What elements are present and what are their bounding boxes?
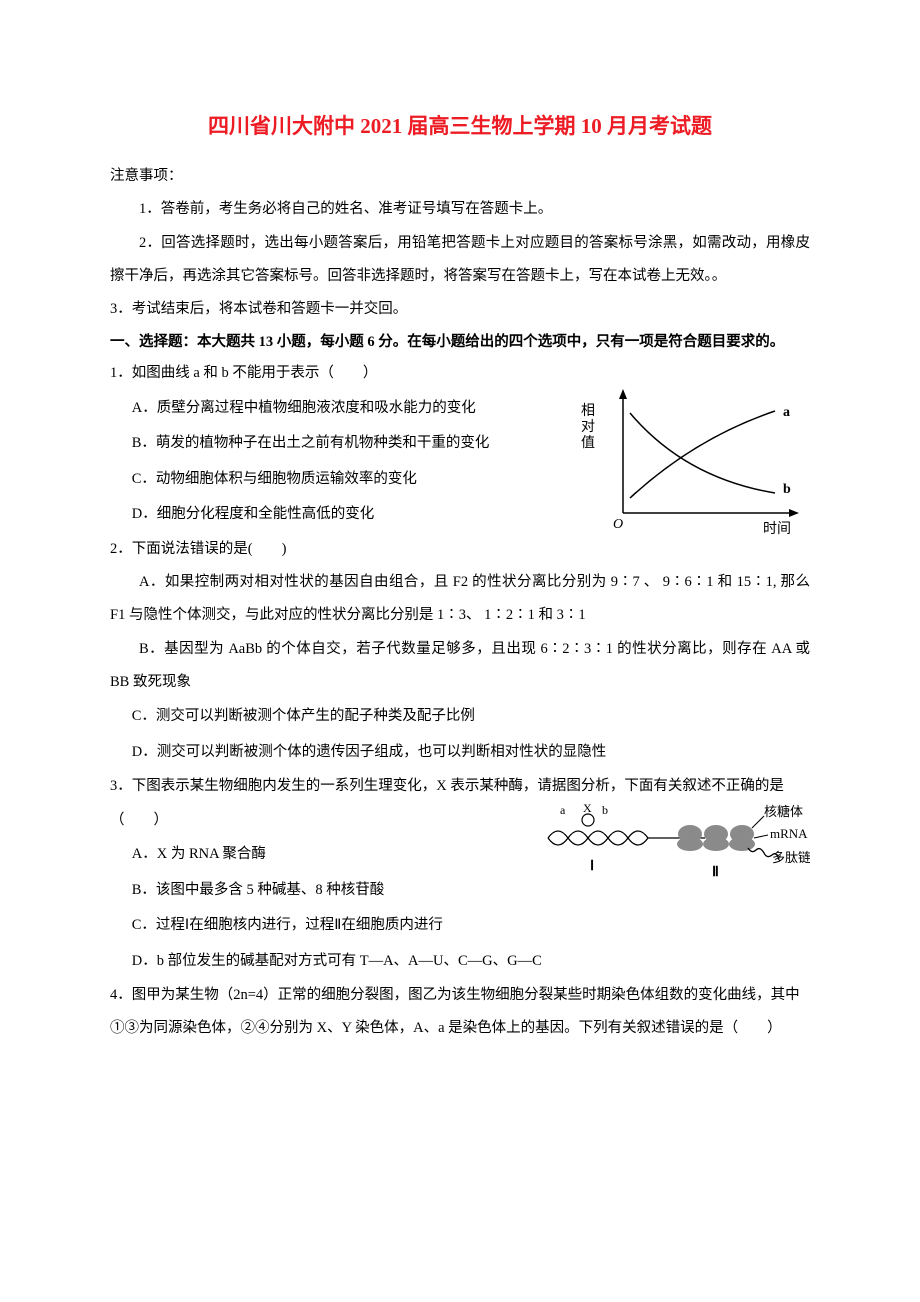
section-1-heading: 一、选择题：本大题共 13 小题，每小题 6 分。在每小题给出的四个选项中，只有… (110, 327, 810, 357)
q3-label-mrna: mRNA (770, 826, 808, 841)
q2-opt-b: B．基因型为 AaBb 的个体自交，若子代数量足够多，且出现 6∶2∶3∶1 的… (110, 633, 810, 700)
q1-ylabel-2: 对 (581, 419, 595, 435)
page-title: 四川省川大附中 2021 届高三生物上学期 10 月月考试题 (110, 110, 810, 140)
notice-heading: 注意事项： (110, 160, 810, 193)
q3-opt-d: D．b 部位发生的碱基配对方式可有 T―A、A―U、C―G、G―C (110, 944, 810, 980)
q2-opt-c: C．测交可以判断被测个体产生的配子种类及配子比例 (110, 699, 810, 735)
question-1: 相 对 值 a b O 时间 1．如图曲线 a 和 b 不能用于表示（ ） A．… (110, 357, 810, 532)
question-3: a X b 核糖体 mRNA 多肽链 (110, 770, 810, 979)
q1-series-a: a (783, 405, 790, 420)
q3-label-poly: 多肽链 (772, 850, 810, 865)
q3-label-ii: Ⅱ (712, 865, 719, 880)
notice-1: 1．答卷前，考生务必将自己的姓名、准考证号填写在答题卡上。 (110, 193, 810, 226)
q2-opt-d: D．测交可以判断被测个体的遗传因子组成，也可以判断相对性状的显隐性 (110, 735, 810, 771)
q3-opt-c: C．过程Ⅰ在细胞核内进行，过程Ⅱ在细胞质内进行 (110, 908, 810, 944)
q1-origin: O (613, 517, 623, 532)
q2-opt-a: A．如果控制两对相对性状的基因自由组合，且 F2 的性状分离比分别为 9∶7 、… (110, 566, 810, 633)
q3-label-a: a (560, 803, 566, 817)
q1-series-b: b (783, 482, 791, 497)
q4-stem: 4．图甲为某生物（2n=4）正常的细胞分裂图，图乙为该生物细胞分裂某些时期染色体… (110, 979, 810, 1046)
question-2: 2．下面说法错误的是( ) A．如果控制两对相对性状的基因自由组合，且 F2 的… (110, 533, 810, 771)
question-4: 4．图甲为某生物（2n=4）正常的细胞分裂图，图乙为该生物细胞分裂某些时期染色体… (110, 979, 810, 1046)
notice-3: 3．考试结束后，将本试卷和答题卡一并交回。 (110, 293, 810, 326)
q3-label-x: X (583, 801, 592, 815)
q1-ylabel-1: 相 (581, 403, 595, 419)
q3-label-b: b (602, 803, 608, 817)
q1-ylabel-3: 值 (581, 435, 595, 451)
q3-label-i: Ⅰ (590, 859, 594, 874)
q3-diagram: a X b 核糖体 mRNA 多肽链 (540, 800, 810, 890)
q1-chart: 相 对 值 a b O 时间 (575, 383, 810, 538)
q2-stem: 2．下面说法错误的是( ) (110, 533, 810, 566)
q3-label-ribosome: 核糖体 (764, 804, 803, 819)
notice-2: 2．回答选择题时，选出每小题答案后，用铅笔把答题卡上对应题目的答案标号涂黑，如需… (110, 227, 810, 294)
